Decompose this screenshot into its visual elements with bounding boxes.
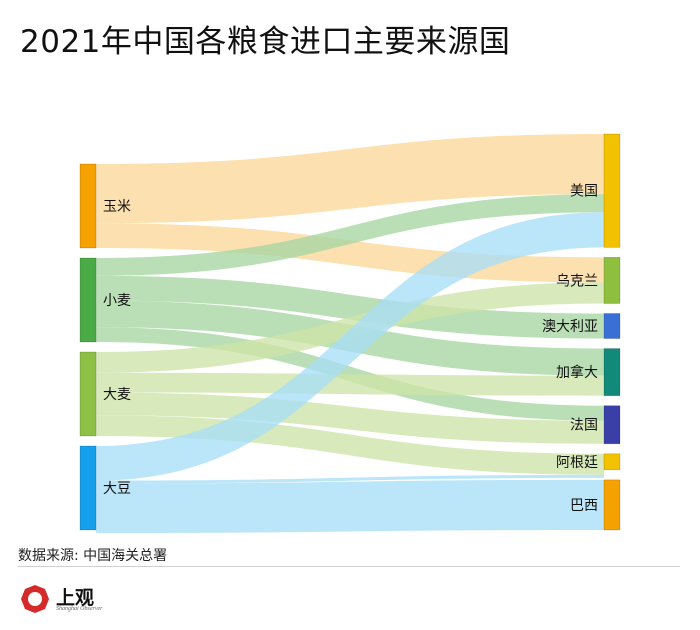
- sankey-nodes: [79, 133, 621, 531]
- node-阿根廷: [603, 453, 621, 471]
- node-大豆: [79, 445, 97, 531]
- node-美国: [603, 133, 621, 248]
- node-label-澳大利亚: 澳大利亚: [542, 319, 598, 335]
- flow-小麦-法国: [96, 327, 604, 421]
- node-澳大利亚: [603, 313, 621, 339]
- flow-小麦-美国: [96, 194, 604, 276]
- node-label-法国: 法国: [570, 418, 598, 434]
- flow-玉米-美国: [96, 134, 604, 224]
- flow-大麦-加拿大: [96, 372, 604, 396]
- node-小麦: [79, 257, 97, 343]
- footer-divider: [18, 566, 680, 567]
- logo-mark-icon: [21, 585, 49, 613]
- flow-大豆-巴西: [96, 479, 604, 533]
- node-label-小麦: 小麦: [103, 293, 131, 309]
- flow-小麦-澳大利亚: [96, 275, 604, 339]
- flow-大麦-乌克兰: [96, 282, 604, 373]
- flow-大麦-法国: [96, 392, 604, 444]
- sankey-links: [96, 134, 604, 533]
- node-巴西: [603, 479, 621, 531]
- logo-name: 上观: [56, 587, 95, 609]
- node-label-大麦: 大麦: [103, 387, 131, 403]
- chart-title: 2021年中国各粮食进口主要来源国: [20, 24, 511, 60]
- node-label-玉米: 玉米: [103, 199, 131, 215]
- node-label-巴西: 巴西: [570, 498, 598, 514]
- data-source-note: 数据来源: 中国海关总署: [18, 548, 168, 564]
- node-label-美国: 美国: [570, 184, 598, 200]
- node-法国: [603, 405, 621, 445]
- logo-subtitle: Shanghai Observer: [56, 606, 103, 612]
- node-玉米: [79, 163, 97, 249]
- flow-大豆-美国: [96, 212, 604, 481]
- node-label-大豆: 大豆: [103, 481, 131, 497]
- node-label-乌克兰: 乌克兰: [556, 273, 598, 289]
- node-label-加拿大: 加拿大: [556, 364, 598, 381]
- flow-大豆-阿根廷: [96, 474, 604, 484]
- node-大麦: [79, 351, 97, 437]
- node-乌克兰: [603, 257, 621, 304]
- node-加拿大: [603, 348, 621, 396]
- node-label-阿根廷: 阿根廷: [556, 455, 598, 471]
